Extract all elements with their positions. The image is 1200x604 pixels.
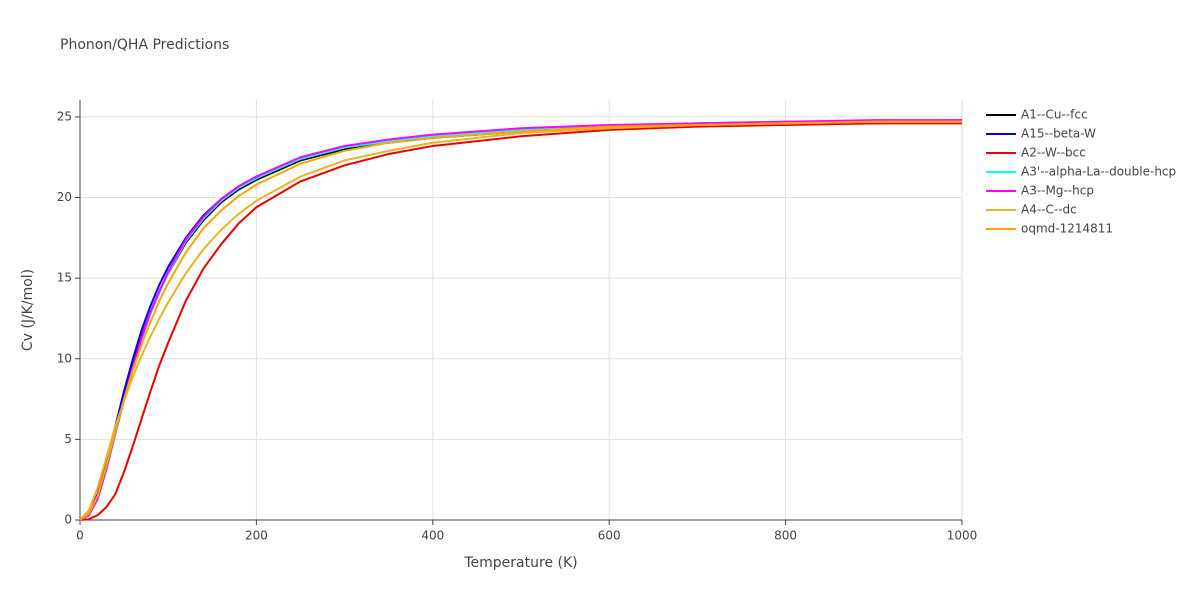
- legend-label: A3--Mg--hcp: [1021, 184, 1094, 198]
- legend-label: A2--W--bcc: [1021, 146, 1086, 160]
- y-tick-label: 10: [57, 351, 72, 365]
- x-tick-label: 200: [245, 529, 268, 543]
- y-tick-label: 15: [57, 271, 72, 285]
- series-line: [79, 122, 962, 521]
- series-line: [79, 120, 962, 521]
- y-tick-label: 20: [57, 190, 72, 204]
- legend-label: A15--beta-W: [1021, 127, 1096, 141]
- x-axis-title: Temperature (K): [463, 555, 577, 571]
- series-line: [79, 119, 963, 521]
- y-tick-label: 5: [64, 432, 72, 446]
- legend-label: A1--Cu--fcc: [1021, 108, 1088, 122]
- series-line: [79, 119, 962, 521]
- series-line: [79, 120, 963, 521]
- x-tick-label: 400: [421, 529, 444, 543]
- x-tick-label: 600: [598, 529, 621, 543]
- series-line: [79, 119, 963, 521]
- y-tick-label: 25: [57, 109, 72, 123]
- x-tick-label: 0: [76, 529, 84, 543]
- y-tick-label: 0: [64, 513, 72, 527]
- y-axis-title: Cv (J/K/mol): [20, 269, 36, 351]
- x-tick-label: 800: [774, 529, 797, 543]
- series-line: [79, 120, 962, 521]
- legend-label: oqmd-1214811: [1021, 222, 1113, 236]
- x-tick-label: 1000: [947, 529, 978, 543]
- legend-label: A4--C--dc: [1021, 203, 1077, 217]
- legend-label: A3'--alpha-La--double-hcp: [1021, 165, 1176, 179]
- chart-title: Phonon/QHA Predictions: [60, 37, 229, 53]
